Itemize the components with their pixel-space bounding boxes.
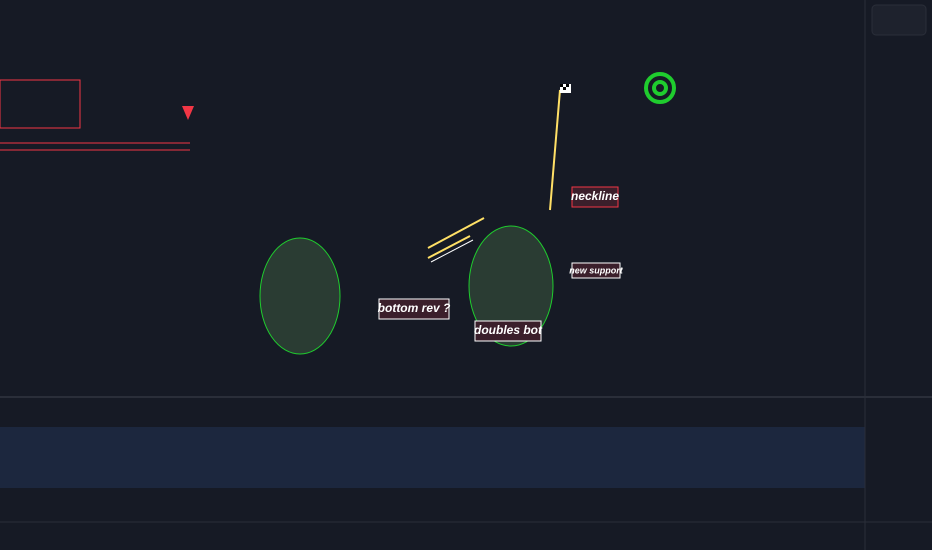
overlay: neckline bottom rev ? doubles bot new su… bbox=[182, 4, 927, 342]
signal-triangle bbox=[182, 106, 194, 120]
wedge-line bbox=[427, 235, 471, 259]
target-line bbox=[549, 89, 561, 211]
circle-marker bbox=[259, 237, 341, 355]
annotation: neckline bbox=[571, 189, 619, 203]
target bbox=[652, 80, 668, 96]
annotation: new support bbox=[569, 265, 624, 275]
wedge-line bbox=[430, 239, 474, 263]
plot bbox=[0, 79, 554, 355]
flag bbox=[566, 84, 569, 87]
zone bbox=[0, 79, 81, 129]
annotation: bottom rev ? bbox=[378, 301, 451, 315]
target bbox=[644, 72, 676, 104]
flag bbox=[563, 87, 566, 90]
circle-marker bbox=[468, 225, 554, 347]
toolbar-box[interactable] bbox=[871, 4, 927, 36]
stoch-band bbox=[0, 427, 865, 488]
annotation: doubles bot bbox=[474, 323, 543, 337]
note-box bbox=[571, 186, 619, 208]
note-box bbox=[571, 262, 621, 279]
flag bbox=[560, 84, 563, 87]
note-box bbox=[378, 298, 450, 320]
note-box bbox=[474, 320, 542, 342]
wedge-line bbox=[427, 217, 485, 249]
